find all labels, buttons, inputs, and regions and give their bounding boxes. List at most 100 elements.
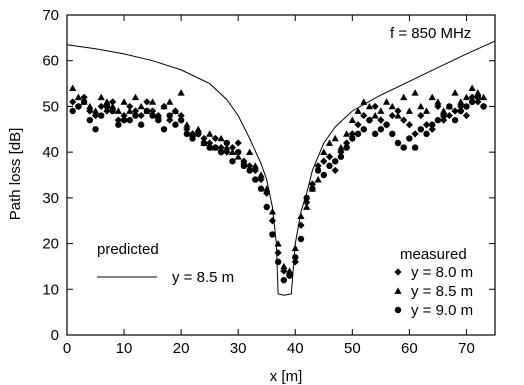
measured-point-circle xyxy=(423,130,430,138)
measured-point-diamond xyxy=(422,121,431,129)
measured-point-circle xyxy=(252,176,259,183)
measured-point-circle xyxy=(217,148,225,156)
measured-point-circle xyxy=(451,116,459,124)
measured-point-diamond xyxy=(114,116,122,124)
measured-point-triangle xyxy=(314,175,322,183)
measured-point-circle xyxy=(143,107,151,115)
measured-point-triangle xyxy=(343,130,351,137)
measured-point-diamond xyxy=(103,107,111,115)
measured-point-triangle xyxy=(126,107,134,114)
frequency-annotation: f = 850 MHz xyxy=(390,25,471,42)
y-tick-label: 60 xyxy=(42,53,59,70)
measured-point-triangle xyxy=(394,111,402,119)
measured-point-circle xyxy=(189,135,196,142)
measured-point-triangle xyxy=(440,107,448,114)
measured-point-circle xyxy=(200,139,208,147)
predicted-legend-title: predicted xyxy=(97,241,159,258)
measured-point-circle xyxy=(468,98,476,106)
measured-point-circle xyxy=(177,116,185,124)
measured-point-diamond xyxy=(97,102,105,111)
measured-point-diamond xyxy=(234,139,242,147)
y-tick-label: 0 xyxy=(51,327,59,344)
measured-point-circle xyxy=(349,135,356,142)
measured-point-diamond xyxy=(320,157,328,165)
measured-point-diamond xyxy=(217,143,225,152)
axis-ticks: 0 10 20 30 40 50 60 70 0 10 20 30 40 50 60 70 xyxy=(42,7,495,357)
measured-point-circle xyxy=(229,158,236,165)
measured-point-circle xyxy=(320,171,327,179)
measured-point-circle xyxy=(212,144,219,151)
measured-point-triangle xyxy=(223,143,231,151)
legend-label-y85: y = 8.5 m xyxy=(411,283,473,300)
measured-point-circle xyxy=(183,130,191,138)
measured-point-circle xyxy=(223,139,230,147)
measured-point-circle xyxy=(292,254,299,261)
measured-point-diamond xyxy=(149,107,157,115)
measured-point-diamond xyxy=(246,162,254,170)
measured-point-circle xyxy=(286,272,293,279)
measured-point-triangle xyxy=(291,244,299,252)
measured-point-triangle xyxy=(246,148,254,156)
measured-point-circle xyxy=(69,107,76,115)
measured-point-circle xyxy=(92,126,99,133)
measured-point-diamond xyxy=(388,111,396,120)
measured-point-triangle xyxy=(69,84,77,92)
measured-point-diamond xyxy=(268,217,277,225)
measured-point-diamond xyxy=(428,125,436,133)
measured-point-triangle xyxy=(337,143,345,151)
legend-marker-triangle xyxy=(394,287,402,294)
measured-point-triangle xyxy=(405,107,413,114)
legend-label-y90: y = 9.0 m xyxy=(411,302,473,319)
measured-point-diamond xyxy=(451,107,459,115)
measured-point-diamond xyxy=(360,111,368,120)
measured-point-diamond xyxy=(126,102,134,111)
measured-point-circle xyxy=(400,144,407,151)
measured-point-circle xyxy=(394,139,402,147)
measured-point-circle xyxy=(80,98,88,106)
measured-point-triangle xyxy=(160,102,168,110)
measured-point-triangle xyxy=(348,116,356,124)
measured-point-circle xyxy=(149,112,156,119)
measured-point-triangle xyxy=(149,98,157,105)
measured-point-triangle xyxy=(240,157,248,165)
x-axis-label: x [m] xyxy=(270,368,303,385)
measured-point-circle xyxy=(137,121,145,128)
measured-point-diamond xyxy=(69,98,77,106)
measured-point-triangle xyxy=(131,93,140,101)
measured-point-diamond xyxy=(80,93,88,101)
measured-point-diamond xyxy=(314,162,322,170)
measured-legend-title: measured xyxy=(400,246,467,263)
measured-point-triangle xyxy=(400,93,408,101)
measured-point-triangle xyxy=(137,102,145,110)
measured-point-diamond xyxy=(137,111,145,120)
measured-point-diamond xyxy=(303,198,311,207)
measured-point-triangle xyxy=(263,185,271,192)
measured-point-circle xyxy=(98,112,105,119)
measured-point-triangle xyxy=(91,107,100,114)
measured-point-circle xyxy=(332,158,339,165)
measured-point-circle xyxy=(240,162,248,170)
measured-point-diamond xyxy=(131,107,140,115)
measured-point-triangle xyxy=(74,93,83,101)
measured-point-triangle xyxy=(120,98,128,105)
measured-point-triangle xyxy=(285,267,294,274)
measured-point-diamond xyxy=(331,166,339,175)
measured-point-triangle xyxy=(325,139,334,146)
measured-point-circle xyxy=(120,116,128,124)
predicted-curve-layer xyxy=(66,40,496,296)
measured-point-circle xyxy=(474,94,482,101)
predicted-curve xyxy=(66,40,496,296)
measured-point-circle xyxy=(257,185,265,192)
measured-point-triangle xyxy=(154,111,162,119)
measured-point-circle xyxy=(86,116,94,124)
legend-label-y80: y = 8.0 m xyxy=(411,264,473,281)
measured-point-circle xyxy=(366,116,373,124)
measured-point-triangle xyxy=(320,148,328,156)
measured-point-triangle xyxy=(297,212,305,220)
measured-point-diamond xyxy=(445,111,453,120)
measured-point-circle xyxy=(480,103,487,110)
x-tick-label: 30 xyxy=(230,340,247,357)
y-axis-label: Path loss [dB] xyxy=(7,128,24,221)
y-tick-label: 10 xyxy=(42,281,59,298)
